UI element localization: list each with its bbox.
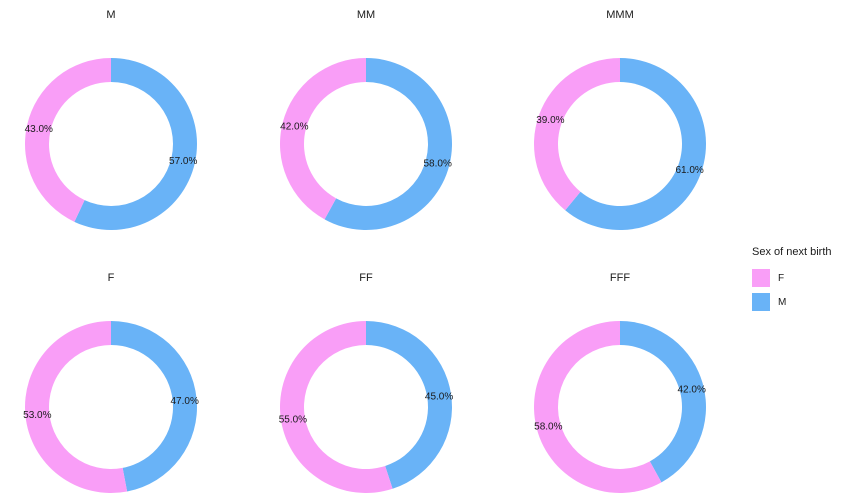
panel-title-mmm: MMM [606,9,634,21]
label-m-m: 57.0% [169,156,197,167]
donut-mmm: MMM 61.0% 39.0% [534,9,706,231]
legend-key-m [752,293,770,311]
panel-title-f: F [108,272,115,284]
slice-fff-m [620,321,706,483]
legend-item-f: F [752,266,832,290]
slice-mmm-m [565,58,706,231]
donut-f: F 47.0% 53.0% [23,272,199,493]
panel-title-m: M [106,9,115,21]
label-mm-m: 58.0% [423,158,451,169]
donut-fff: FFF 42.0% 58.0% [534,272,706,493]
legend: Sex of next birth F M [752,246,832,314]
label-mmm-m: 61.0% [675,165,703,176]
label-fff-m: 42.0% [677,385,705,396]
donut-mm: MM 58.0% 42.0% [280,9,452,231]
legend-title: Sex of next birth [752,246,832,258]
slice-f-f [25,321,128,493]
panel-title-ff: FF [359,272,373,284]
slice-fff-f [534,321,662,493]
slice-mm-m [324,58,452,231]
legend-label-m: M [778,296,787,308]
legend-label-f: F [778,272,785,284]
label-f-f: 53.0% [23,410,51,421]
donut-m: M 57.0% 43.0% [25,9,198,231]
label-ff-f: 55.0% [279,415,307,426]
slice-ff-f [280,321,393,494]
label-m-f: 43.0% [25,124,53,135]
panel-title-mm: MM [357,9,375,21]
label-fff-f: 58.0% [534,421,562,432]
slice-mm-f [280,58,366,220]
slice-m-f [25,58,111,222]
slice-f-m [111,321,198,492]
label-mmm-f: 39.0% [536,115,564,126]
slice-mmm-f [534,58,620,211]
legend-key-f [752,269,770,287]
panel-title-fff: FFF [610,272,630,284]
legend-item-m: M [752,290,832,314]
donut-ff: FF 45.0% 55.0% [279,272,453,494]
label-mm-f: 42.0% [280,122,308,133]
label-ff-m: 45.0% [425,391,453,402]
label-f-m: 47.0% [170,396,198,407]
slice-ff-m [366,321,453,489]
slice-m-m [74,58,198,231]
